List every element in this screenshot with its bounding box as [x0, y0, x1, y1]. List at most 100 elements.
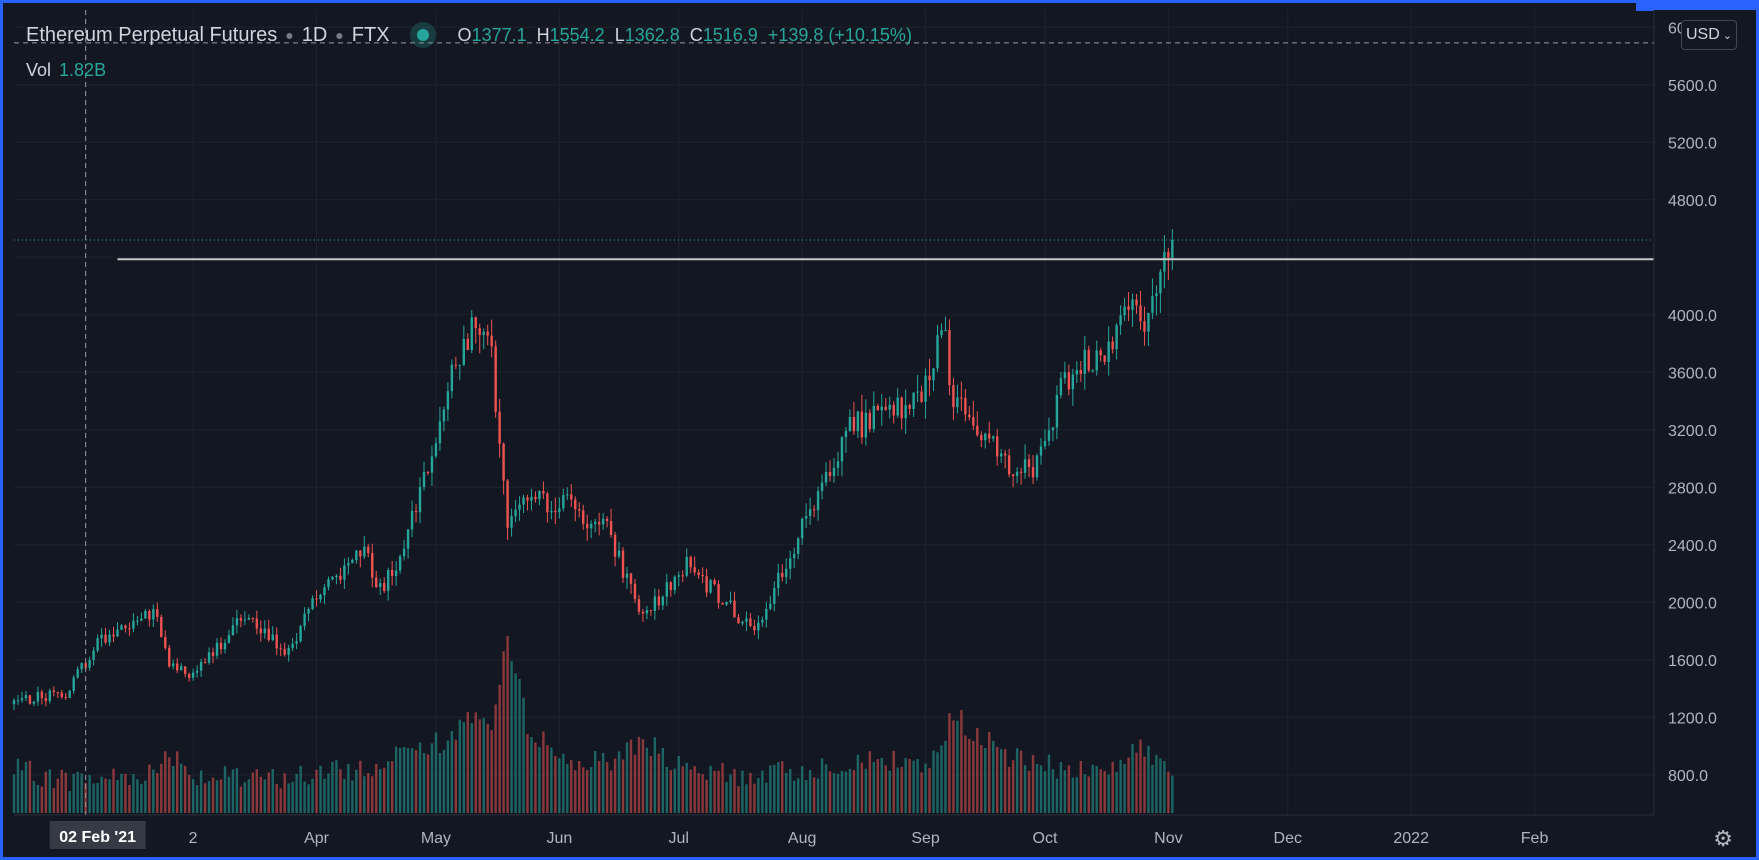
volume-bar: [152, 769, 155, 813]
candle-body: [247, 618, 251, 620]
candle-body: [410, 510, 414, 530]
volume-bar: [876, 759, 879, 813]
candle-body: [156, 609, 159, 617]
volume-bar: [438, 753, 442, 813]
volume-bar: [458, 719, 462, 813]
candle-body: [721, 602, 724, 605]
volume-bar: [649, 756, 653, 813]
volume-bar: [128, 785, 131, 813]
candle-body: [693, 567, 696, 573]
volume-bar: [984, 748, 987, 813]
volume-bar: [689, 769, 692, 813]
candle-body: [526, 497, 529, 501]
candle-body: [741, 621, 744, 624]
volume-bar: [558, 758, 561, 813]
candle-body: [132, 620, 135, 629]
open-key: O: [457, 24, 472, 45]
candle-body: [183, 666, 187, 674]
candle-body: [315, 598, 318, 600]
time-tick-label: Apr: [304, 830, 330, 847]
volume-bar: [1095, 766, 1098, 813]
candle-body: [347, 562, 350, 566]
volume-bar: [769, 765, 772, 813]
candle-body: [1063, 372, 1067, 379]
candle-body: [860, 411, 864, 438]
volume-bar: [211, 777, 215, 813]
volume-bar: [104, 778, 107, 813]
volume-bar: [693, 766, 696, 813]
volume-bar: [589, 767, 593, 813]
candle-body: [96, 638, 99, 651]
time-tick-label: Jul: [669, 830, 689, 847]
candle-body: [116, 629, 119, 637]
volume-bar: [315, 769, 318, 813]
candle-body: [490, 335, 493, 347]
volume-bar: [92, 783, 95, 813]
low-key: L: [614, 24, 625, 45]
interval-label[interactable]: 1D: [301, 23, 328, 46]
candle-body: [980, 435, 983, 441]
candle-body: [820, 482, 824, 492]
candle-body: [235, 618, 239, 626]
volume-legend: Vol 1.82B: [26, 60, 106, 81]
candle-body: [554, 510, 557, 513]
candle-body: [1087, 349, 1090, 371]
volume-bar: [1023, 765, 1027, 813]
volume-bar: [1007, 766, 1011, 813]
candle-body: [187, 673, 191, 678]
volume-bar: [1067, 765, 1071, 813]
volume-bar: [733, 768, 736, 813]
volume-bar: [418, 742, 422, 813]
volume-bar: [920, 772, 923, 813]
candle-body: [1103, 355, 1106, 362]
price-tick-label: 1200.0: [1668, 710, 1717, 727]
volume-bar: [478, 719, 481, 813]
volume-bar: [136, 779, 139, 813]
volume-bar: [685, 762, 688, 813]
volume-bar: [912, 760, 915, 813]
candle-body: [251, 618, 255, 620]
volume-bar: [1059, 762, 1063, 813]
candle-body: [355, 550, 358, 561]
volume-bar: [474, 712, 477, 813]
candle-body: [1003, 453, 1007, 456]
symbol-name[interactable]: Ethereum Perpetual Futures: [26, 23, 278, 46]
volume-bar: [311, 778, 314, 813]
candle-body: [104, 634, 107, 643]
volume-bar: [538, 747, 541, 813]
volume-bar: [609, 770, 613, 813]
candle-body: [52, 690, 55, 692]
candle-body: [1059, 378, 1063, 396]
volume-bar: [291, 781, 294, 813]
candle-body: [60, 692, 63, 697]
candle-body: [466, 338, 469, 351]
currency-dropdown[interactable]: USD ⌄: [1681, 20, 1737, 50]
candle-body: [20, 698, 24, 701]
candle-body: [1115, 325, 1118, 350]
gear-icon[interactable]: ⚙: [1713, 826, 1733, 851]
volume-bar: [227, 776, 231, 813]
volume-bar: [24, 761, 28, 813]
volume-bar: [928, 767, 931, 813]
candle-body: [988, 433, 991, 439]
volume-bar: [554, 755, 557, 813]
candle-body: [844, 430, 848, 438]
price-change: +139.8 (+10.15%): [767, 24, 912, 45]
candle-body: [1127, 306, 1130, 310]
candle-body: [876, 405, 879, 411]
volume-bar: [868, 751, 872, 813]
open-value: 1377.1: [471, 24, 527, 45]
volume-bar: [629, 739, 633, 813]
volume-bar: [1139, 739, 1142, 813]
volume-bar: [968, 738, 971, 813]
volume-bar: [363, 776, 366, 813]
candle-body: [705, 576, 708, 593]
volume-bar: [709, 765, 712, 813]
candle-body: [872, 405, 875, 430]
candle-body: [550, 510, 553, 513]
candle-body: [1139, 305, 1142, 322]
candle-body: [653, 596, 657, 612]
time-tick-label: Aug: [788, 830, 816, 847]
volume-bar: [28, 760, 32, 813]
